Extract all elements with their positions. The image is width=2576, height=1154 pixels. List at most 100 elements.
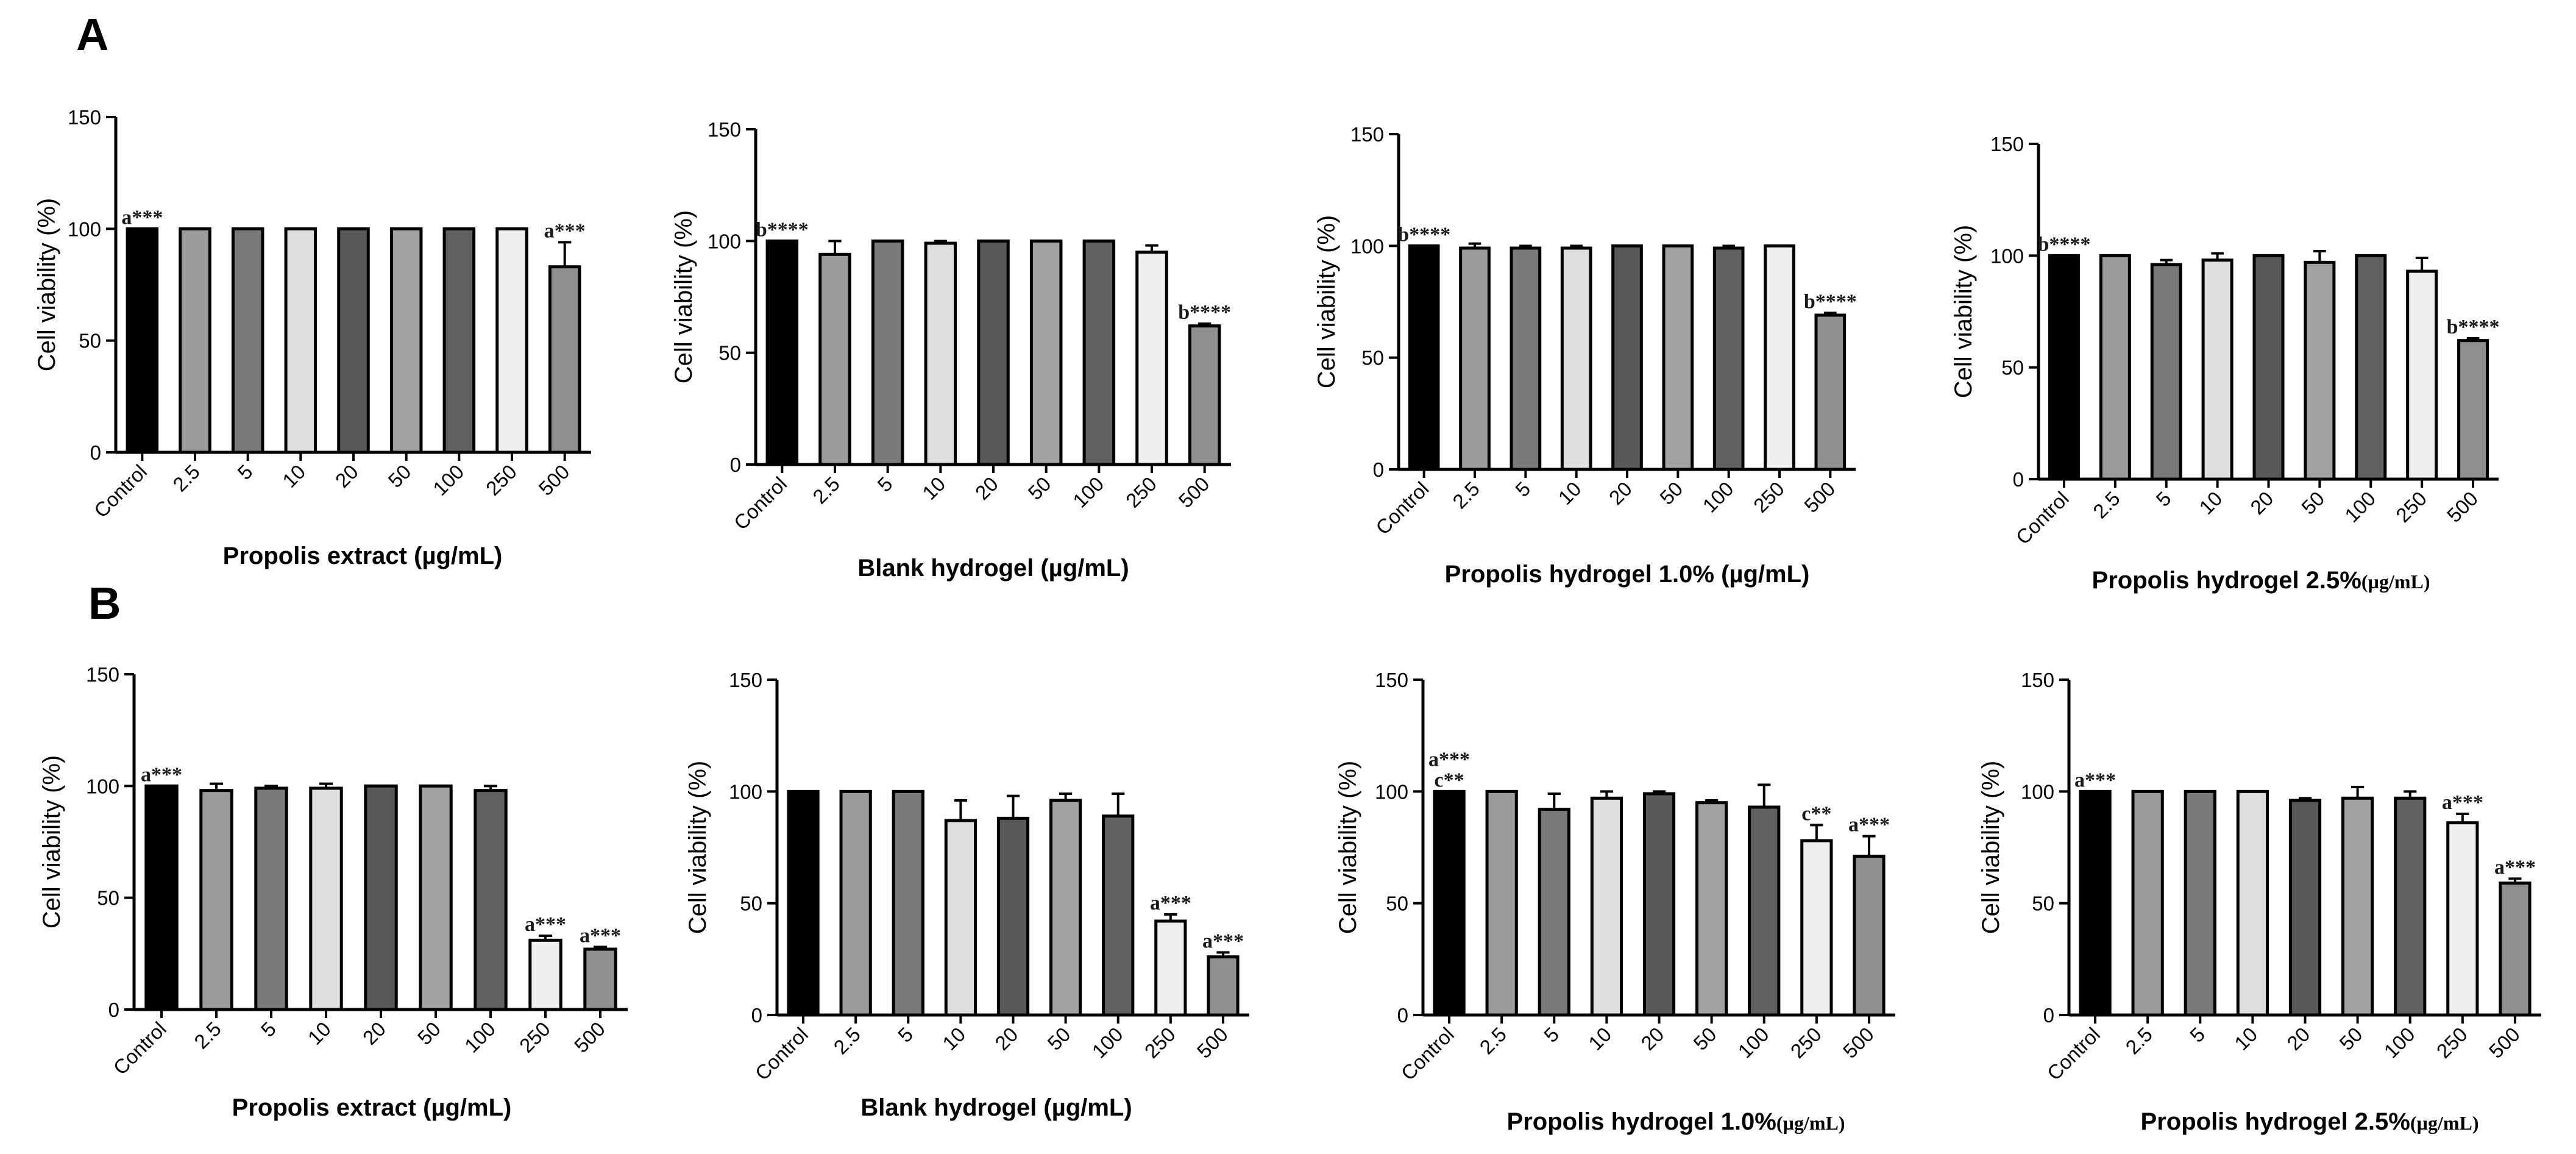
- y-tick-label: 100: [729, 780, 762, 803]
- y-axis-title: Cell viability (%): [670, 210, 697, 384]
- x-tick-label: 250: [481, 460, 521, 500]
- bar-100: [1712, 246, 1745, 471]
- bar-2.5: [2099, 254, 2131, 481]
- x-tick-label: 2.5: [829, 1023, 865, 1059]
- x-tick-label: 10: [303, 1017, 335, 1049]
- x-tick-label: 500: [534, 460, 574, 500]
- x-tick-label: 50: [1043, 1023, 1074, 1055]
- bar-chart-5: 0 50 100 150 Control 2.5 5 10 20 50 100 250 500 a*** a…: [38, 663, 628, 1121]
- bar-20: [2252, 254, 2285, 481]
- x-tick-label: 2.5: [1475, 1023, 1511, 1059]
- significance-label: a***: [1848, 814, 1890, 836]
- bar-5: [1538, 808, 1570, 1017]
- bar-2.5: [1459, 246, 1491, 471]
- x-tick-label: 100: [2340, 487, 2380, 527]
- x-tick-label: 10: [938, 1023, 970, 1055]
- bar-2.5: [199, 789, 233, 1011]
- bar-500: [1207, 955, 1240, 1017]
- x-tick-label: 20: [1636, 1023, 1668, 1055]
- panel-label-a: A: [76, 9, 108, 60]
- significance-label: a***: [2442, 791, 2483, 814]
- x-tick-label: 50: [2335, 1023, 2366, 1055]
- y-tick-label: 50: [2001, 357, 2024, 379]
- bar-Control: [1408, 244, 1440, 471]
- y-tick-label: 150: [708, 118, 741, 141]
- significance-label: b****: [2447, 316, 2500, 338]
- y-tick-label: 100: [1350, 235, 1384, 257]
- bar-250: [1135, 251, 1168, 466]
- y-tick-label: 50: [1386, 892, 1408, 915]
- bar-10: [2236, 789, 2269, 1017]
- x-axis-title: Propolis hydrogel 1.0% (µg/mL): [1445, 561, 1810, 588]
- bar-20: [977, 239, 1010, 466]
- significance-label: a***: [544, 219, 586, 242]
- x-tick-label: 20: [2246, 487, 2277, 519]
- y-tick-label: 0: [2043, 1004, 2054, 1027]
- bar-10: [1560, 246, 1592, 471]
- bar-5: [892, 789, 924, 1017]
- bar-Control: [144, 784, 179, 1011]
- bar-500: [2457, 339, 2489, 481]
- significance-label: b****: [756, 218, 809, 241]
- bar-Control: [2079, 789, 2112, 1017]
- x-tick-label: 10: [1553, 477, 1585, 509]
- bar-50: [2341, 796, 2374, 1017]
- x-tick-label: 5: [2185, 1023, 2209, 1047]
- bar-250: [2406, 269, 2438, 481]
- y-tick-label: 50: [79, 330, 101, 352]
- x-axis-title: Blank hydrogel (µg/mL): [857, 555, 1129, 582]
- x-tick-label: Control: [729, 472, 791, 534]
- bar-5: [254, 786, 288, 1011]
- x-tick-label: 20: [990, 1023, 1022, 1055]
- significance-label: c**: [1801, 802, 1831, 825]
- significance-label: b****: [1178, 301, 1231, 324]
- x-tick-label: 250: [1786, 1023, 1826, 1063]
- significance-label: a***: [2494, 856, 2536, 878]
- y-tick-label: 150: [2021, 669, 2054, 691]
- x-tick-label: 100: [428, 460, 468, 500]
- significance-label: b****: [1397, 223, 1450, 246]
- x-tick-label: 2.5: [168, 460, 204, 496]
- y-axis-title: Cell viability (%): [38, 755, 65, 929]
- y-tick-label: 150: [68, 106, 101, 129]
- significance-label: a***: [141, 763, 182, 786]
- y-tick-label: 0: [90, 441, 101, 464]
- x-tick-label: 10: [2230, 1023, 2262, 1055]
- x-tick-label: 250: [2432, 1023, 2472, 1063]
- x-axis-title: Propolis extract (µg/mL): [223, 543, 503, 569]
- x-tick-label: 500: [1193, 1023, 1232, 1063]
- bar-500: [1814, 313, 1847, 471]
- y-tick-label: 100: [1990, 244, 2024, 267]
- x-tick-label: 50: [413, 1017, 445, 1049]
- y-tick-label: 0: [108, 999, 119, 1021]
- bar-50: [419, 784, 453, 1011]
- x-tick-label: 250: [1749, 477, 1789, 517]
- x-tick-label: 5: [233, 460, 257, 484]
- x-tick-label: 100: [1734, 1023, 1773, 1063]
- y-axis-title: Cell viability (%): [1978, 761, 2004, 935]
- bar-20: [996, 816, 1030, 1017]
- x-tick-label: 5: [2152, 487, 2176, 511]
- bar-chart-2: 0 50 100 150 Control 2.5 5 10 20 50 100 250 500 b****…: [670, 118, 1231, 582]
- bar-2.5: [839, 789, 872, 1017]
- y-tick-label: 0: [2013, 468, 2024, 491]
- y-tick-label: 50: [97, 887, 119, 910]
- x-tick-label: 10: [278, 460, 310, 492]
- bar-100: [474, 789, 508, 1011]
- y-tick-label: 0: [751, 1004, 762, 1027]
- bar-100: [1102, 814, 1135, 1017]
- x-axis-title-unit: (µg/mL): [1776, 1112, 1845, 1134]
- bar-50: [1049, 799, 1082, 1017]
- significance-label: a***: [1428, 748, 1470, 771]
- bar-chart-6: 0 50 100 150 Control 2.5 5 10 20 50 100 250 500 a*** a…: [684, 669, 1249, 1121]
- bar-5: [871, 239, 904, 466]
- y-tick-label: 0: [730, 454, 741, 476]
- bar-Control: [2048, 254, 2080, 481]
- x-tick-label: 500: [1174, 472, 1214, 512]
- bar-20: [1642, 792, 1676, 1017]
- x-tick-label: 500: [1800, 477, 1839, 517]
- bar-100: [2394, 796, 2427, 1017]
- bar-10: [2201, 258, 2234, 481]
- x-axis-title: Propolis hydrogel 2.5%(µg/mL): [2092, 567, 2430, 594]
